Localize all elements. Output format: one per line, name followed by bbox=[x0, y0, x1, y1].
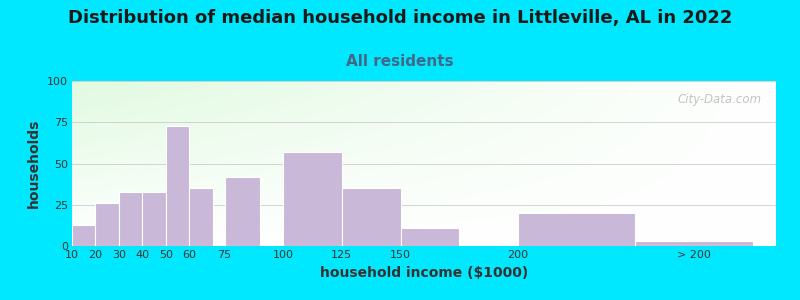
Bar bbox=[283, 152, 342, 246]
Bar bbox=[401, 228, 459, 246]
Text: Distribution of median household income in Littleville, AL in 2022: Distribution of median household income … bbox=[68, 9, 732, 27]
Bar bbox=[190, 188, 213, 246]
Text: All residents: All residents bbox=[346, 54, 454, 69]
Bar bbox=[225, 177, 260, 246]
Y-axis label: households: households bbox=[27, 119, 42, 208]
Bar bbox=[518, 213, 635, 246]
Bar bbox=[72, 224, 95, 246]
Bar bbox=[142, 191, 166, 246]
Bar bbox=[95, 203, 119, 246]
Bar bbox=[166, 125, 190, 246]
Bar bbox=[342, 188, 401, 246]
Bar bbox=[119, 191, 142, 246]
X-axis label: household income ($1000): household income ($1000) bbox=[320, 266, 528, 280]
Bar bbox=[635, 241, 753, 246]
Text: City-Data.com: City-Data.com bbox=[678, 92, 762, 106]
